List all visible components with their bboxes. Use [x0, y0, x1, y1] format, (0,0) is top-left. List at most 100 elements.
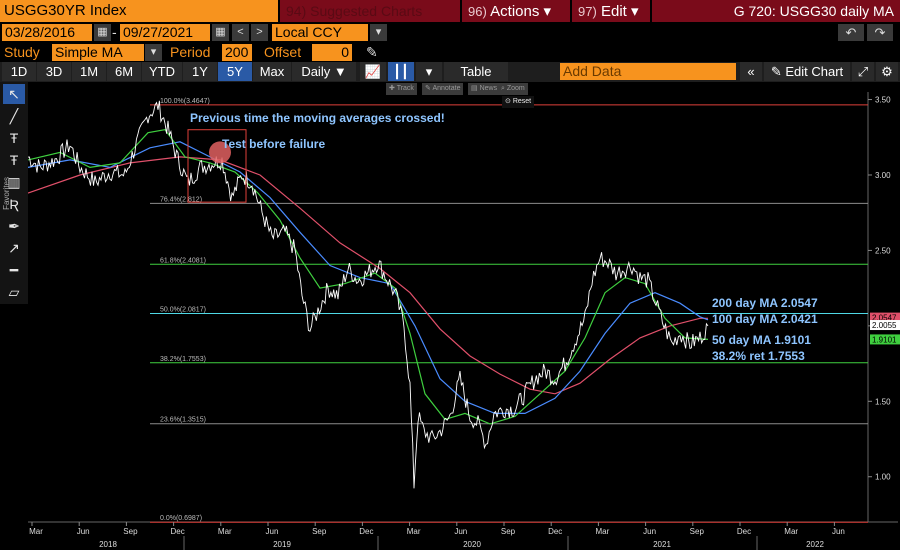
- news-button[interactable]: ▤ News: [468, 83, 501, 95]
- reset-label: Reset: [512, 98, 532, 105]
- x-tick-label: Jun: [266, 527, 279, 536]
- zoom-button[interactable]: ⌕ Zoom: [498, 83, 528, 95]
- fib-retracement-icon[interactable]: Ŧ: [9, 152, 19, 168]
- expand-icon[interactable]: ⤢: [852, 62, 874, 81]
- timeframe-1y[interactable]: 1Y: [183, 62, 217, 81]
- annotation-text: 200 day MA 2.0547: [712, 296, 818, 310]
- last-value-tag: [870, 312, 900, 323]
- hline-tool-icon[interactable]: ━: [9, 262, 19, 278]
- cursor-icon[interactable]: ↖: [3, 84, 25, 104]
- x-tick-label: Dec: [737, 527, 751, 536]
- frequency-select[interactable]: Daily ▼: [292, 62, 356, 81]
- channel-tool-icon[interactable]: ▥: [7, 174, 21, 190]
- calendar-icon[interactable]: ▦: [212, 24, 229, 41]
- price-chart[interactable]: 3.503.002.502.001.501.00100.0%(3.4647)76…: [0, 82, 900, 550]
- timeframe-bar: 1D 3D 1M 6M YTD 1Y 5Y Max Daily ▼ 📈 ┃┃ ▾…: [0, 62, 900, 82]
- track-button[interactable]: ✚ Track: [386, 83, 417, 95]
- annotate-button[interactable]: ✎ Annotate: [422, 83, 464, 95]
- end-date-field[interactable]: 09/27/2021: [120, 24, 210, 41]
- add-data-input[interactable]: Add Data: [560, 63, 736, 80]
- annotation-circle: [209, 141, 231, 164]
- x-tick-label: Sep: [501, 527, 516, 536]
- chevron-down-icon[interactable]: ▾: [145, 44, 162, 61]
- collapse-icon[interactable]: «: [740, 62, 762, 81]
- timeframe-5y[interactable]: 5Y: [218, 62, 252, 81]
- date-separator: -: [112, 24, 117, 40]
- line-tool-icon[interactable]: ╱: [9, 108, 19, 124]
- series-line-50ma: [27, 129, 709, 425]
- next-period-icon[interactable]: >: [251, 24, 268, 41]
- pen-icon[interactable]: ✒: [8, 218, 20, 234]
- edit-menu[interactable]: 97) Edit ▾: [570, 0, 650, 22]
- offset-input[interactable]: 0: [312, 44, 352, 61]
- fib-level-label: 76.4%(2.812): [160, 196, 202, 203]
- fib-level-label: 100.0%(3.4647): [160, 98, 210, 105]
- last-value-label: 1.9101: [872, 335, 897, 344]
- title-bar: USGG30YR Index 94) Suggested Charts 96) …: [0, 0, 900, 22]
- x-year-label: 2019: [273, 540, 291, 549]
- fib-level-label: 50.0%(2.0817): [160, 307, 206, 314]
- reset-button[interactable]: ⊙ Reset: [502, 96, 535, 108]
- eraser-icon[interactable]: ▱: [8, 284, 20, 300]
- ruler-icon[interactable]: Ʀ: [9, 196, 19, 212]
- timeframe-6m[interactable]: 6M: [107, 62, 141, 81]
- edit-chart-label: Edit Chart: [785, 64, 844, 79]
- y-tick-label: 1.00: [875, 473, 891, 482]
- date-range-bar: 03/28/2016 ▦ - 09/27/2021 ▦ < > Local CC…: [0, 22, 900, 42]
- y-tick-label: 3.00: [875, 171, 891, 180]
- y-tick-label: 1.50: [875, 397, 891, 406]
- timeframe-max[interactable]: Max: [253, 62, 291, 81]
- study-select[interactable]: Simple MA: [52, 44, 144, 61]
- ticker-field[interactable]: USGG30YR Index: [0, 0, 278, 22]
- x-tick-label: Sep: [312, 527, 327, 536]
- currency-select[interactable]: Local CCY: [272, 24, 368, 41]
- chart-title: G 720: USGG30 daily MA: [650, 0, 900, 22]
- annotation-text: Previous time the moving averages crosse…: [190, 111, 445, 125]
- y-tick-label: 3.50: [875, 96, 891, 105]
- timeframe-3d[interactable]: 3D: [37, 62, 71, 81]
- gear-icon[interactable]: ⚙: [876, 62, 898, 81]
- bar-chart-icon[interactable]: ┃┃: [388, 62, 414, 81]
- track-label: Track: [396, 85, 414, 92]
- fib-tool-icon[interactable]: Ŧ: [9, 130, 19, 146]
- x-tick-label: Mar: [29, 527, 43, 536]
- period-input[interactable]: 200: [222, 44, 252, 61]
- annotation-text: 38.2% ret 1.7553: [712, 349, 805, 363]
- annotation-text: 100 day MA 2.0421: [712, 312, 818, 326]
- pencil-icon[interactable]: ✎: [366, 44, 378, 60]
- series-line-100ma: [27, 141, 709, 414]
- actions-menu[interactable]: 96) Actions ▾: [460, 0, 570, 22]
- chevron-down-icon[interactable]: ▾: [370, 24, 387, 41]
- actions-label: Actions ▾: [490, 3, 552, 20]
- table-button[interactable]: Table: [444, 62, 508, 81]
- timeframe-ytd[interactable]: YTD: [142, 62, 182, 81]
- chart-canvas[interactable]: 3.503.002.502.001.501.00100.0%(3.4647)76…: [0, 82, 900, 550]
- prev-period-icon[interactable]: <: [232, 24, 249, 41]
- x-year-label: 2021: [653, 540, 671, 549]
- x-tick-label: Jun: [832, 527, 845, 536]
- x-tick-label: Jun: [643, 527, 656, 536]
- undo-icon[interactable]: ↶: [838, 24, 864, 41]
- calendar-icon[interactable]: ▦: [94, 24, 111, 41]
- x-tick-label: Dec: [359, 527, 373, 536]
- actions-num: 96): [468, 4, 487, 19]
- line-chart-icon[interactable]: 📈: [360, 62, 386, 81]
- fib-level-label: 38.2%(1.7553): [160, 356, 206, 363]
- x-tick-label: Sep: [123, 527, 138, 536]
- study-bar: Study Simple MA ▾ Period 200 Offset 0 ✎: [0, 42, 900, 62]
- start-date-field[interactable]: 03/28/2016: [2, 24, 92, 41]
- chevron-down-icon[interactable]: ▾: [416, 62, 442, 81]
- x-year-label: 2018: [99, 540, 117, 549]
- last-value-label: 2.0547: [872, 314, 897, 323]
- redo-icon[interactable]: ↷: [867, 24, 893, 41]
- x-tick-label: Dec: [548, 527, 562, 536]
- x-tick-label: Mar: [407, 527, 421, 536]
- fib-level-label: 61.8%(2.4081): [160, 257, 206, 264]
- edit-chart-button[interactable]: ✎ Edit Chart: [764, 62, 850, 81]
- arrow-tool-icon[interactable]: ↗: [8, 240, 20, 256]
- x-tick-label: Mar: [218, 527, 232, 536]
- last-value-label: 2.0055: [872, 321, 897, 330]
- timeframe-1m[interactable]: 1M: [72, 62, 106, 81]
- timeframe-1d[interactable]: 1D: [2, 62, 36, 81]
- suggested-charts-menu[interactable]: 94) Suggested Charts: [278, 0, 460, 22]
